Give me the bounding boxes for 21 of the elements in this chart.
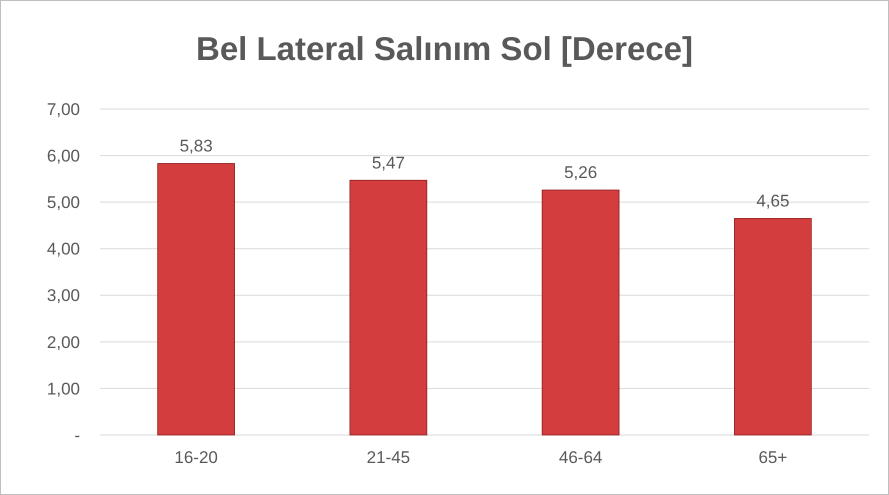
y-tick-label: 3,00 [46, 286, 80, 306]
bar [157, 163, 235, 436]
bar [542, 190, 620, 436]
x-tick-label: 21-45 [366, 448, 410, 467]
data-label: 5,83 [180, 136, 213, 156]
y-tick-label: 6,00 [46, 146, 80, 166]
y-tick-label: 2,00 [46, 332, 80, 352]
x-tick-label: 16-20 [174, 448, 218, 467]
y-tick-label: 7,00 [46, 100, 80, 119]
y-tick-label: 5,00 [46, 193, 80, 212]
data-label: 5,47 [372, 153, 405, 172]
x-tick-label: 46-64 [558, 448, 602, 467]
chart-title: Bel Lateral Salınım Sol [Derece] [196, 30, 694, 67]
y-tick-label: - [74, 426, 80, 445]
x-tick-label: 65+ [758, 448, 788, 467]
bar [350, 180, 428, 436]
y-tick-label: 4,00 [46, 240, 80, 259]
bar [734, 218, 812, 436]
data-label: 5,26 [564, 163, 598, 182]
y-tick-label: 1,00 [46, 379, 80, 398]
data-label: 4,65 [756, 191, 790, 210]
